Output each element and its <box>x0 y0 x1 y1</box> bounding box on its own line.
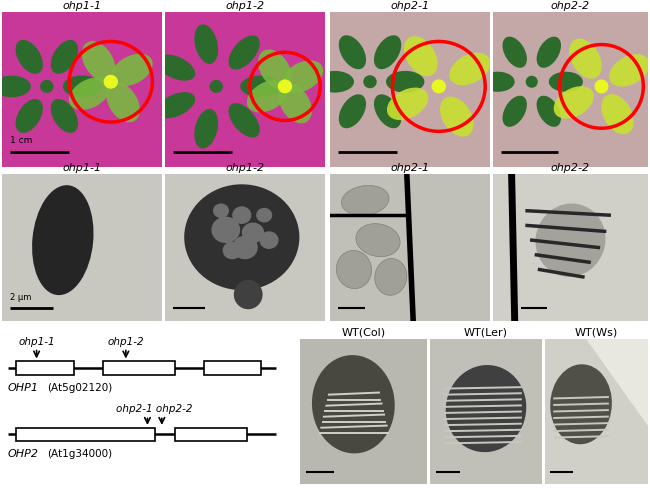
Ellipse shape <box>0 77 31 98</box>
Ellipse shape <box>69 78 110 111</box>
Text: ohp2-1 ohp2-2: ohp2-1 ohp2-2 <box>116 403 193 413</box>
Ellipse shape <box>82 42 115 82</box>
Ellipse shape <box>247 81 288 113</box>
Ellipse shape <box>363 76 377 89</box>
Ellipse shape <box>449 54 491 86</box>
Ellipse shape <box>258 50 292 90</box>
Text: 1 cm: 1 cm <box>10 136 32 145</box>
Ellipse shape <box>256 208 272 223</box>
Polygon shape <box>586 339 648 426</box>
Text: (At1g34000): (At1g34000) <box>47 448 112 458</box>
Text: ohp2-2: ohp2-2 <box>551 163 590 173</box>
Ellipse shape <box>242 223 264 244</box>
Ellipse shape <box>609 55 649 87</box>
FancyBboxPatch shape <box>175 428 247 441</box>
Ellipse shape <box>316 72 354 93</box>
Ellipse shape <box>63 77 101 98</box>
Ellipse shape <box>595 80 608 94</box>
Ellipse shape <box>336 251 372 289</box>
Ellipse shape <box>502 38 527 69</box>
Text: ohp2-1: ohp2-1 <box>391 1 430 11</box>
Ellipse shape <box>480 73 515 93</box>
Ellipse shape <box>537 38 561 69</box>
Ellipse shape <box>259 232 279 249</box>
Text: OHP2: OHP2 <box>8 448 39 458</box>
Ellipse shape <box>229 104 260 138</box>
Ellipse shape <box>278 84 312 124</box>
Ellipse shape <box>339 36 366 70</box>
FancyBboxPatch shape <box>103 362 175 375</box>
Ellipse shape <box>387 88 428 121</box>
Ellipse shape <box>213 204 229 219</box>
Text: ohp2-1: ohp2-1 <box>391 163 430 173</box>
Ellipse shape <box>107 83 140 123</box>
Ellipse shape <box>51 100 78 134</box>
Ellipse shape <box>550 365 612 445</box>
FancyBboxPatch shape <box>16 428 155 441</box>
Ellipse shape <box>278 80 292 94</box>
Ellipse shape <box>16 100 43 134</box>
Ellipse shape <box>281 61 323 94</box>
Ellipse shape <box>536 204 606 277</box>
Ellipse shape <box>157 55 195 81</box>
Text: OHP1: OHP1 <box>8 382 39 392</box>
Ellipse shape <box>234 280 263 309</box>
Text: ohp1-2: ohp1-2 <box>107 336 144 346</box>
Text: ohp1-1: ohp1-1 <box>62 163 101 173</box>
Ellipse shape <box>341 186 389 216</box>
FancyBboxPatch shape <box>203 362 261 375</box>
Ellipse shape <box>432 80 446 94</box>
Ellipse shape <box>569 40 602 80</box>
Ellipse shape <box>240 77 282 98</box>
Ellipse shape <box>526 77 538 89</box>
Ellipse shape <box>601 95 634 135</box>
Text: WT(Ws): WT(Ws) <box>575 327 618 337</box>
Ellipse shape <box>211 217 240 244</box>
Text: WT(Ler): WT(Ler) <box>464 327 508 337</box>
Ellipse shape <box>51 41 78 75</box>
Ellipse shape <box>374 95 401 129</box>
Ellipse shape <box>375 259 407 296</box>
Ellipse shape <box>537 97 561 128</box>
Ellipse shape <box>32 186 94 296</box>
Ellipse shape <box>440 98 474 137</box>
Text: WT(Col): WT(Col) <box>341 327 385 337</box>
Ellipse shape <box>502 97 527 128</box>
Ellipse shape <box>184 185 300 290</box>
Ellipse shape <box>232 236 258 260</box>
Ellipse shape <box>404 37 437 77</box>
Ellipse shape <box>194 110 218 149</box>
Ellipse shape <box>103 76 118 89</box>
Ellipse shape <box>554 87 593 120</box>
Text: ohp1-1: ohp1-1 <box>62 1 101 11</box>
Ellipse shape <box>157 93 195 119</box>
Ellipse shape <box>312 355 395 453</box>
Ellipse shape <box>222 242 242 260</box>
Ellipse shape <box>446 366 526 452</box>
Ellipse shape <box>356 224 400 257</box>
Ellipse shape <box>339 95 366 129</box>
Ellipse shape <box>549 73 583 93</box>
Ellipse shape <box>386 72 424 93</box>
Text: ohp2-2: ohp2-2 <box>551 1 590 11</box>
Text: ohp1-2: ohp1-2 <box>226 1 265 11</box>
Text: 2 μm: 2 μm <box>10 292 31 301</box>
Ellipse shape <box>194 25 218 65</box>
Ellipse shape <box>374 36 401 70</box>
FancyBboxPatch shape <box>16 362 74 375</box>
Ellipse shape <box>40 81 53 94</box>
Ellipse shape <box>111 55 153 87</box>
Ellipse shape <box>16 41 43 75</box>
Text: ohp1-2: ohp1-2 <box>226 163 265 173</box>
Text: ohp1-1: ohp1-1 <box>18 336 55 346</box>
Ellipse shape <box>232 207 252 224</box>
Ellipse shape <box>229 36 260 70</box>
Ellipse shape <box>209 81 223 94</box>
Text: (At5g02120): (At5g02120) <box>47 382 112 392</box>
